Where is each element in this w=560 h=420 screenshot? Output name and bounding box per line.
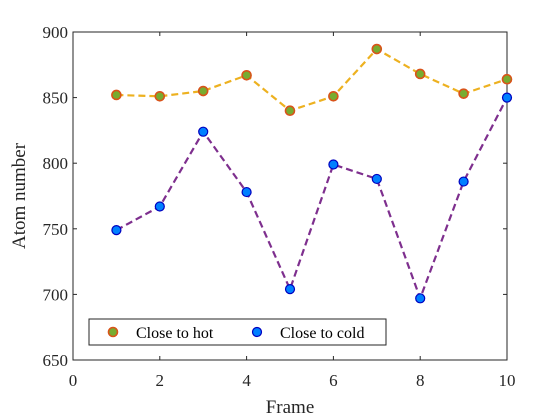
data-point-cold xyxy=(458,176,469,187)
data-point-hot xyxy=(414,68,426,80)
legend-box xyxy=(88,318,387,346)
legend-marker-cold xyxy=(251,326,263,338)
y-tick-label: 800 xyxy=(43,154,69,173)
data-point-hot xyxy=(284,105,296,117)
y-axis-title: Atom number xyxy=(9,142,30,249)
legend-label-hot: Close to hot xyxy=(136,325,214,342)
data-point-hot xyxy=(241,69,252,81)
x-tick-label: 2 xyxy=(156,371,165,390)
y-tick-label: 650 xyxy=(43,351,69,370)
legend-label-cold: Close to cold xyxy=(280,325,364,342)
data-point-cold xyxy=(328,159,339,170)
data-point-hot xyxy=(154,90,166,102)
data-point-hot xyxy=(371,43,383,55)
data-point-cold xyxy=(415,293,426,304)
y-tick-label: 700 xyxy=(43,285,69,304)
x-tick-label: 6 xyxy=(329,371,338,390)
series-line-hot xyxy=(116,47,508,112)
data-point-cold xyxy=(198,126,209,137)
legend-marker-hot xyxy=(107,326,119,338)
data-point-hot xyxy=(111,89,122,101)
legend: Close to hot Close to cold xyxy=(88,318,387,346)
x-tick-label: 8 xyxy=(416,371,425,390)
axis-ticks: 0 2 4 6 8 10 650 700 750 800 850 900 xyxy=(43,23,516,390)
data-point-cold xyxy=(154,201,165,212)
y-tick-label: 900 xyxy=(43,23,69,42)
data-point-hot xyxy=(458,88,469,99)
data-point-hot xyxy=(328,90,339,102)
data-point-hot xyxy=(501,73,513,85)
y-tick-label: 850 xyxy=(43,89,69,108)
data-point-cold xyxy=(371,173,382,185)
series-line-cold xyxy=(115,97,508,302)
plot-area xyxy=(72,31,508,361)
data-point-hot xyxy=(197,85,209,97)
x-tick-label: 0 xyxy=(69,371,78,390)
data-point-cold xyxy=(501,92,513,103)
series-markers xyxy=(111,43,513,304)
x-tick-label: 10 xyxy=(499,371,516,390)
x-axis-title: Frame xyxy=(266,397,315,418)
series-lines xyxy=(115,47,508,302)
data-point-cold xyxy=(241,186,252,198)
data-point-cold xyxy=(111,225,122,236)
y-tick-label: 750 xyxy=(43,220,69,239)
x-tick-label: 4 xyxy=(242,371,251,390)
data-point-cold xyxy=(284,284,296,295)
